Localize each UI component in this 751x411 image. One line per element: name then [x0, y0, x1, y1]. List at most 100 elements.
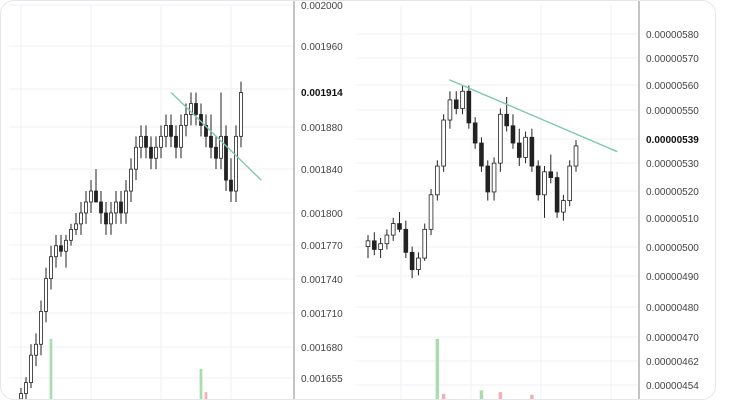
price-tick-label: 0.001770 — [301, 241, 343, 252]
chart-frame: 0.0020000.0019600.0019200.0018800.001840… — [0, 0, 716, 400]
candle-body — [139, 135, 143, 148]
price-tick-label: 0.001960 — [301, 42, 343, 53]
candle-body — [390, 223, 396, 236]
current-price-label: 0.001914 — [301, 88, 343, 99]
candle-body — [134, 146, 138, 170]
candle-body — [239, 92, 243, 137]
candle-body — [365, 240, 371, 247]
candle-body — [54, 245, 58, 258]
candle-body — [84, 201, 88, 214]
candle-body — [194, 103, 198, 115]
candle-body — [174, 135, 178, 148]
price-tick-label: 0.001710 — [301, 309, 343, 320]
price-tick-label: 0.002000 — [301, 1, 343, 12]
candle-body — [154, 146, 158, 159]
candle-body — [94, 190, 98, 203]
candle-body — [44, 278, 48, 312]
candle-body — [435, 165, 440, 196]
candle-body — [403, 228, 409, 253]
chart-canvas[interactable]: 0.0020000.0019600.0019200.0018800.001840… — [1, 1, 715, 399]
candle-body — [234, 135, 238, 192]
candle-body — [144, 135, 148, 148]
current-price-badge — [298, 84, 368, 99]
trendline — [449, 79, 618, 153]
candle-body — [460, 90, 465, 109]
candle-body — [219, 135, 223, 159]
trendline — [170, 92, 262, 181]
candle-body — [510, 125, 516, 144]
candle-body — [224, 135, 228, 181]
candle-body — [29, 354, 33, 383]
candle-body — [64, 239, 68, 252]
candle-body — [34, 343, 38, 356]
price-tick-label: 0.001680 — [301, 343, 343, 354]
volume-bar — [498, 392, 503, 399]
candle-body — [498, 113, 503, 164]
price-tick-label: 0.00000490 — [646, 272, 699, 283]
volume-bar — [49, 338, 53, 399]
price-tick-label: 0.00000500 — [646, 243, 699, 254]
candle-body — [416, 257, 421, 270]
volume-bar — [204, 392, 208, 399]
candle-body — [516, 142, 522, 158]
candle-body — [491, 162, 497, 193]
candle-body — [129, 168, 133, 192]
candle-body — [378, 243, 383, 250]
candle-body — [119, 201, 123, 214]
volume-bar — [441, 393, 446, 399]
candle-body — [523, 136, 528, 158]
candle-body — [204, 124, 208, 137]
price-tick-label: 0.00000470 — [646, 333, 699, 344]
candle-body — [472, 122, 478, 144]
candle-body — [184, 114, 188, 126]
price-tick-label: 0.001800 — [301, 209, 343, 220]
candle-body — [39, 311, 43, 345]
candle-body — [104, 212, 108, 225]
candle-body — [504, 113, 509, 127]
candle-body — [24, 382, 28, 394]
candle-body — [69, 228, 73, 241]
price-tick-label: 0.00000560 — [646, 81, 699, 92]
candle-body — [561, 200, 566, 213]
price-tick-label: 0.00000570 — [646, 54, 699, 65]
candle-body — [453, 99, 459, 109]
candle-body — [209, 135, 213, 148]
candle-body — [169, 124, 173, 137]
price-tick-label: 0.00000580 — [646, 30, 699, 41]
candle-body — [179, 124, 183, 148]
candle-body — [567, 165, 572, 201]
price-tick-label: 0.00000510 — [646, 214, 699, 225]
candle-body — [79, 212, 83, 225]
candle-body — [573, 145, 579, 167]
chart-panel-1: 0.0020000.0019600.0019200.0018800.001840… — [9, 1, 368, 399]
price-tick-label: 0.001655 — [301, 374, 343, 385]
candle-body — [114, 201, 118, 214]
candle-body — [372, 240, 377, 250]
candle-body — [447, 99, 453, 121]
price-tick-label: 0.00000480 — [646, 303, 699, 314]
price-tick-label: 0.00000462 — [646, 357, 699, 368]
candle-body — [535, 165, 541, 196]
candle-body — [109, 212, 113, 225]
candle-body — [189, 103, 193, 115]
candle-body — [479, 142, 484, 167]
candle-body — [59, 245, 63, 252]
price-tick-label: 0.001840 — [301, 165, 343, 176]
price-tick-label: 0.00000550 — [646, 106, 699, 117]
candle-body — [548, 171, 554, 178]
candle-body — [124, 190, 128, 214]
candle-body — [409, 251, 415, 270]
volume-bar — [435, 338, 440, 399]
candle-body — [214, 146, 218, 159]
volume-bar — [479, 390, 484, 399]
price-tick-label: 0.00000530 — [646, 159, 699, 170]
candle-body — [422, 228, 428, 259]
price-tick-label: 0.00000454 — [646, 381, 699, 392]
candle-body — [99, 201, 103, 214]
volume-bar — [530, 394, 534, 399]
price-tick-label: 0.00000520 — [646, 187, 699, 198]
candle-body — [529, 136, 535, 167]
candle-body — [89, 190, 93, 203]
candle-body — [542, 171, 547, 196]
candle-body — [149, 146, 153, 159]
